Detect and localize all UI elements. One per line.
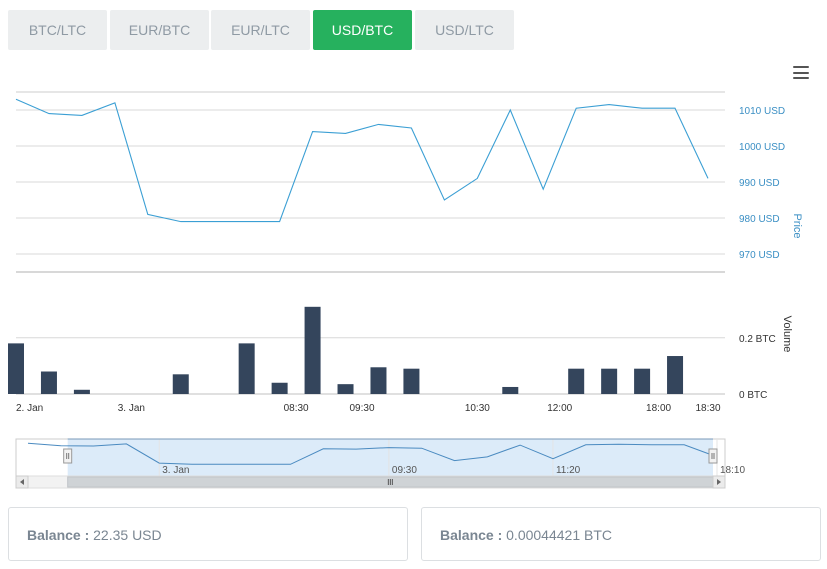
volume-bar xyxy=(271,382,288,394)
price-tick-label: 1010 USD xyxy=(739,106,785,117)
navigator-tick-label: 18:10 xyxy=(720,465,745,476)
balance-usd-box: Balance : 22.35 USD xyxy=(8,507,408,561)
balance-btc-label: Balance : xyxy=(440,527,503,543)
balance-btc-value: 0.00044421 BTC xyxy=(502,527,612,543)
navigator-tick-label: 3. Jan xyxy=(162,465,189,476)
x-tick-label: 08:30 xyxy=(284,403,309,414)
tab-usd-btc[interactable]: USD/BTC xyxy=(313,10,412,50)
navigator-tick-label: 09:30 xyxy=(392,465,417,476)
x-tick-label: 2. Jan xyxy=(16,403,43,414)
volume-axis-label: Volume xyxy=(781,316,793,353)
tab-eur-btc[interactable]: EUR/BTC xyxy=(110,10,209,50)
navigator-right-handle[interactable] xyxy=(708,448,718,464)
volume-bar xyxy=(8,343,24,394)
volume-bar xyxy=(601,368,618,394)
price-tick-label: 990 USD xyxy=(739,178,780,189)
navigator-selection xyxy=(67,439,713,476)
tab-btc-ltc[interactable]: BTC/LTC xyxy=(8,10,107,50)
x-tick-label: 3. Jan xyxy=(118,403,145,414)
price-series-line xyxy=(15,98,709,223)
volume-bar xyxy=(370,367,387,394)
navigator-series-line xyxy=(27,442,718,465)
scroll-right-arrow-icon xyxy=(717,479,721,485)
volume-bar xyxy=(667,356,684,394)
volume-bar xyxy=(304,306,321,394)
x-tick-label: 12:00 xyxy=(547,403,572,414)
navigator-left-handle[interactable] xyxy=(63,448,73,464)
price-axis-label: Price xyxy=(791,213,803,238)
tab-eur-ltc[interactable]: EUR/LTC xyxy=(211,10,310,50)
volume-bar xyxy=(634,368,651,394)
balance-usd-value: 22.35 USD xyxy=(89,527,162,543)
x-tick-label: 10:30 xyxy=(465,403,490,414)
navigator-tick-label: 11:20 xyxy=(556,465,581,476)
volume-bar xyxy=(238,343,255,394)
tab-usd-ltc[interactable]: USD/LTC xyxy=(415,10,514,50)
volume-tick-label: 0.2 BTC xyxy=(739,334,776,345)
hamburger-icon[interactable] xyxy=(793,66,809,80)
volume-bar xyxy=(337,384,354,394)
price-tick-label: 1000 USD xyxy=(739,142,785,153)
price-tick-label: 980 USD xyxy=(739,214,780,225)
x-tick-label: 09:30 xyxy=(349,403,374,414)
volume-bar xyxy=(40,371,57,394)
x-tick-label: 18:00 xyxy=(646,403,671,414)
volume-bar xyxy=(568,368,585,394)
volume-bar xyxy=(73,389,90,394)
volume-tick-label: 0 BTC xyxy=(739,390,767,401)
balance-usd-label: Balance : xyxy=(27,527,90,543)
volume-bar xyxy=(172,374,189,394)
volume-bar xyxy=(502,386,519,394)
x-tick-label: 18:30 xyxy=(695,403,720,414)
scroll-left-arrow-icon xyxy=(20,479,24,485)
volume-bar xyxy=(403,368,420,394)
balance-btc-box: Balance : 0.00044421 BTC xyxy=(421,507,821,561)
price-tick-label: 970 USD xyxy=(739,250,780,261)
price-volume-chart: 1010 USD 1000 USD 990 USD 980 USD 970 USD Pri… xyxy=(8,91,803,489)
